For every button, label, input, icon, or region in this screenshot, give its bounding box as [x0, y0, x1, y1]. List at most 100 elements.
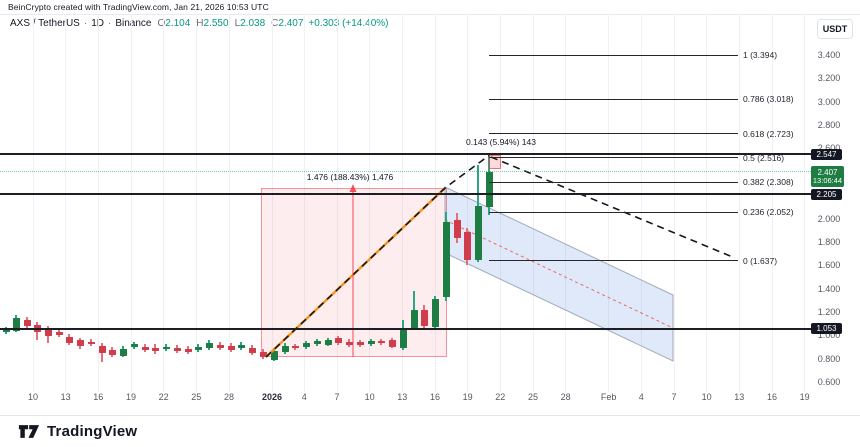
candle: [302, 342, 310, 347]
tradingview-logo-text: TradingView: [47, 423, 138, 440]
price-axis-label[interactable]: 3.200: [817, 73, 841, 84]
time-axis-label[interactable]: 13: [734, 392, 745, 402]
vertical-gridline: [32, 14, 34, 392]
time-axis-label[interactable]: 16: [93, 392, 104, 402]
symbol-legend[interactable]: AXS / TetherUS·1D·BinanceO2.104H2.550L2.…: [10, 18, 389, 29]
price-axis-label[interactable]: 1.600: [817, 260, 841, 271]
high-value: 2.550: [203, 18, 229, 29]
fib-level-line: [489, 132, 738, 135]
fib-level-label: 0.618 (2.723): [743, 128, 794, 139]
last-price-value: 2.407: [817, 167, 838, 177]
candle: [356, 342, 364, 345]
vertical-gridline: [738, 14, 740, 392]
fib-level-label: 1 (3.394): [743, 50, 778, 61]
fib-level-line: [489, 260, 738, 262]
fib-level-label: 0.5 (2.516): [743, 152, 785, 163]
price-axis-label[interactable]: 1.400: [817, 283, 841, 294]
candle: [388, 340, 396, 347]
price-axis-label[interactable]: 1.000: [817, 330, 841, 341]
candle: [399, 329, 407, 348]
candle: [141, 346, 149, 350]
time-axis-label[interactable]: 10: [27, 392, 38, 402]
candle: [76, 339, 84, 346]
header-divider: [0, 14, 860, 15]
fib-level-label: 0.786 (3.018): [743, 94, 794, 105]
candle: [453, 220, 461, 238]
time-axis-label[interactable]: 19: [462, 392, 473, 402]
time-axis-label[interactable]: 10: [701, 392, 712, 402]
time-axis-label[interactable]: 28: [223, 392, 234, 402]
time-axis-label[interactable]: 16: [766, 392, 777, 402]
measurement-label: 0.143 (5.94%) 143: [466, 136, 536, 147]
price-axis-label[interactable]: 2.000: [817, 213, 841, 224]
tradingview-logo[interactable]: TradingView: [18, 423, 137, 440]
candle: [216, 344, 224, 348]
candle: [173, 347, 181, 351]
vertical-gridline: [97, 14, 99, 392]
accumulation-zone-box: [260, 187, 447, 357]
time-axis-label[interactable]: 25: [527, 392, 538, 402]
price-axis-label[interactable]: 0.600: [817, 377, 841, 388]
candle: [324, 339, 332, 345]
candle: [431, 298, 439, 327]
price-axis-label[interactable]: 2.600: [810, 144, 848, 153]
time-axis-label[interactable]: 25: [191, 392, 202, 402]
horizontal-price-ray: [0, 327, 811, 330]
fib-level-label: 0.236 (2.052): [743, 207, 794, 218]
time-axis-label[interactable]: Feb: [600, 392, 617, 402]
open-value: 2.104: [165, 18, 191, 29]
time-axis-label[interactable]: 13: [397, 392, 408, 402]
candle: [23, 319, 31, 326]
low-key: L: [234, 18, 241, 29]
price-axis-label[interactable]: 2.800: [817, 120, 841, 130]
price-axis-label[interactable]: 3.400: [817, 49, 841, 60]
time-axis-label[interactable]: 13: [60, 392, 71, 402]
candle: [44, 328, 52, 336]
time-axis-label[interactable]: 22: [158, 392, 169, 402]
time-axis-label[interactable]: 7: [334, 392, 340, 402]
price-axis-label[interactable]: 1.200: [817, 307, 841, 317]
footer-divider: [0, 415, 860, 416]
price-axis-label[interactable]: 1.800: [817, 236, 841, 247]
time-axis-label[interactable]: 19: [125, 392, 136, 402]
vertical-gridline: [565, 14, 567, 392]
time-axis-label[interactable]: 4: [301, 392, 307, 402]
time-axis-label[interactable]: 7: [671, 392, 677, 402]
time-axis-label[interactable]: 4: [638, 392, 644, 402]
currency-toggle-button[interactable]: USDT: [817, 19, 853, 39]
vertical-gridline: [65, 14, 67, 392]
vertical-gridline: [499, 14, 501, 392]
candle: [313, 341, 321, 344]
price-badge: 2.205: [811, 188, 842, 200]
candle: [485, 171, 493, 207]
vertical-gridline: [771, 14, 773, 392]
vertical-gridline: [195, 14, 197, 392]
horizontal-price-ray: [0, 153, 811, 156]
time-axis-label[interactable]: 28: [560, 392, 571, 402]
time-axis-label[interactable]: 2026: [261, 392, 283, 402]
candle: [108, 349, 116, 355]
candle: [65, 336, 73, 343]
candle: [2, 329, 10, 332]
fib-level-line: [489, 157, 738, 159]
current-price-dotted-line: [0, 170, 811, 172]
candle: [259, 351, 267, 357]
candle: [87, 341, 95, 344]
vertical-gridline: [673, 14, 675, 392]
time-axis-label[interactable]: 19: [799, 392, 810, 402]
vertical-gridline: [163, 14, 165, 392]
candle: [291, 345, 299, 348]
fib-level-line: [489, 54, 738, 57]
time-axis-label[interactable]: 22: [495, 392, 506, 402]
price-axis-label[interactable]: 0.800: [817, 353, 841, 364]
time-axis-label[interactable]: 10: [364, 392, 375, 402]
time-axis-label[interactable]: 16: [429, 392, 440, 402]
vertical-gridline: [228, 14, 230, 392]
vertical-gridline: [608, 14, 610, 392]
candle: [248, 348, 256, 353]
price-badge: 1.053: [811, 323, 842, 335]
price-axis-label[interactable]: 3.000: [817, 96, 841, 107]
exchange-label: Binance: [115, 18, 152, 29]
fib-level-line: [489, 98, 738, 100]
